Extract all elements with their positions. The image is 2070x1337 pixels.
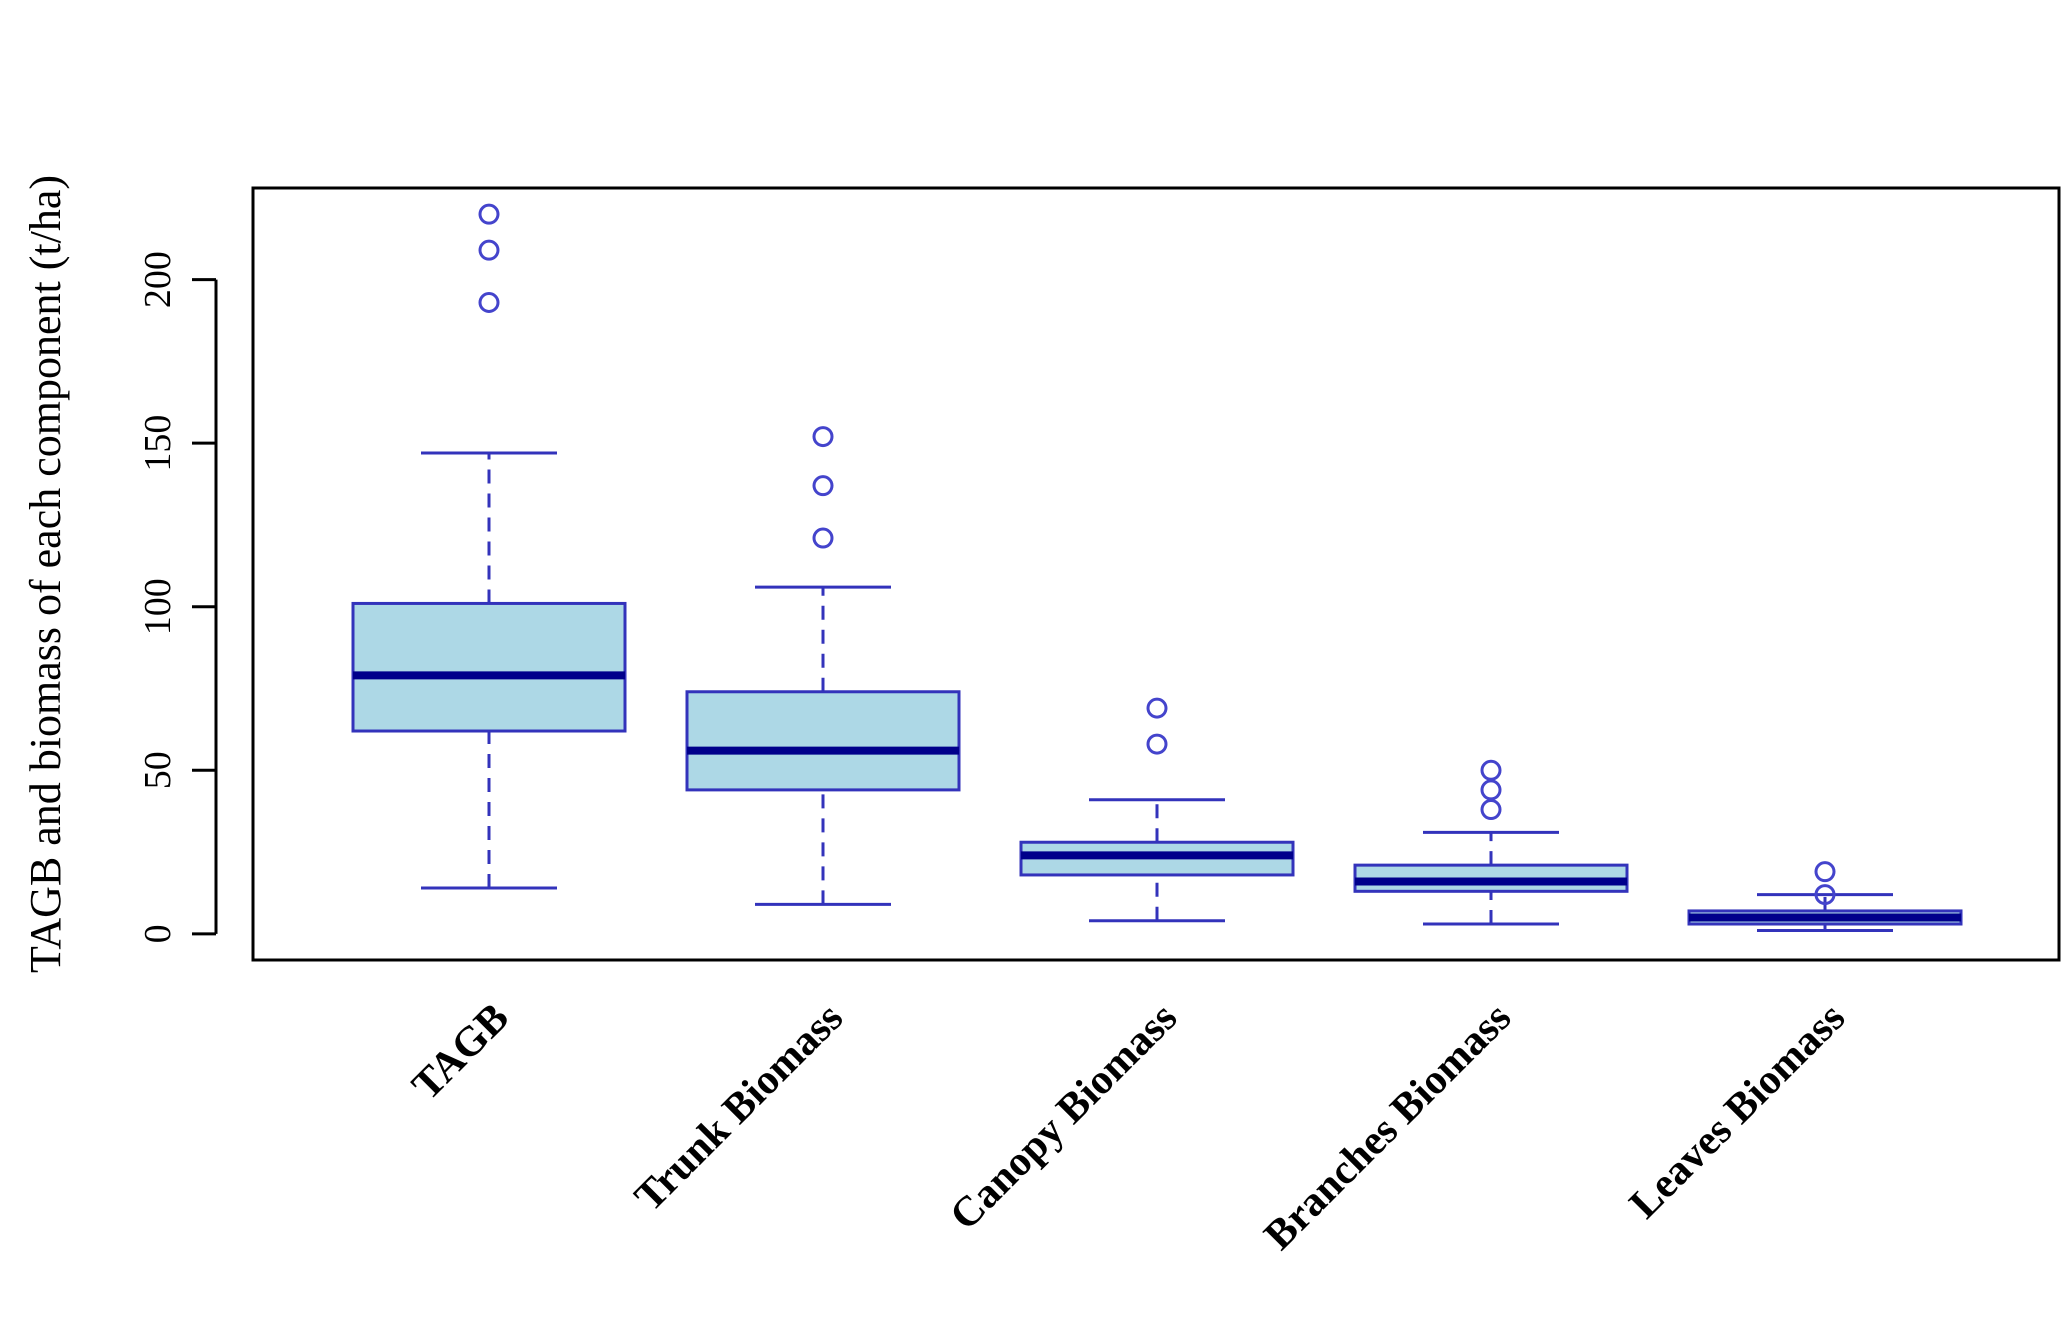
outlier-point: [812, 527, 834, 549]
x-category-label: Trunk Biomass: [626, 995, 852, 1221]
outlier-point: [1480, 799, 1502, 821]
outlier-point: [478, 291, 500, 313]
outlier-point: [1146, 733, 1168, 755]
x-category-label: Leaves Biomass: [1621, 995, 1854, 1228]
y-tick-label: 200: [137, 251, 179, 308]
y-tick-label: 150: [137, 415, 179, 472]
outlier-point: [478, 203, 500, 225]
y-tick-label: 100: [137, 578, 179, 635]
y-tick-label: 50: [137, 751, 179, 789]
plot-frame: [251, 186, 2061, 962]
x-category-label: TAGB: [404, 995, 518, 1109]
outlier-point: [1814, 884, 1836, 906]
outlier-point: [812, 475, 834, 497]
box-group: [351, 203, 627, 890]
outlier-point: [1146, 697, 1168, 719]
x-category-label: Branches Biomass: [1256, 995, 1520, 1259]
x-category-label: Canopy Biomass: [941, 995, 1186, 1240]
box-group: [1019, 697, 1295, 923]
outlier-point: [1814, 861, 1836, 883]
x-labels: TAGB Trunk Biomass Canopy Biomass Branches …: [404, 995, 1854, 1259]
y-ticks: 0 50 100 150 200: [137, 251, 216, 943]
box-group: [1353, 759, 1629, 926]
box-iqr: [351, 601, 627, 733]
box-group: [685, 426, 961, 906]
box-group: [1687, 861, 1963, 933]
outlier-point: [1480, 759, 1502, 781]
outlier-point: [478, 239, 500, 261]
y-axis-title: TAGB and biomass of each component (t/ha…: [21, 175, 70, 973]
boxes: [351, 203, 1963, 933]
y-tick-label: 0: [137, 924, 179, 943]
outlier-point: [812, 426, 834, 448]
box-iqr: [685, 690, 961, 792]
outlier-point: [1480, 779, 1502, 801]
